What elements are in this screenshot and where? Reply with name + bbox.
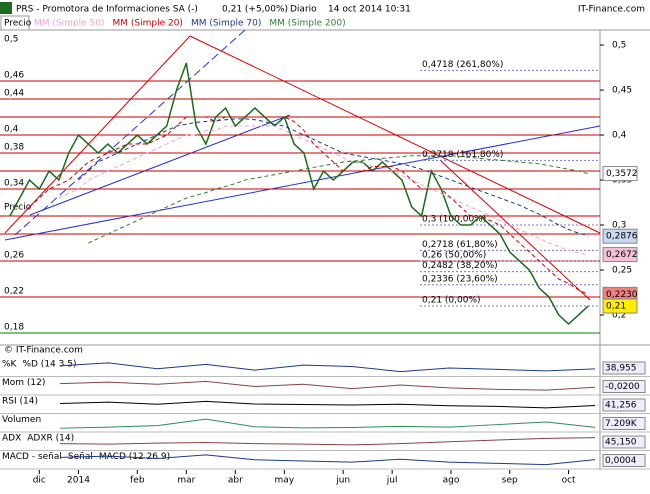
trend-line <box>189 35 601 234</box>
price-label: Precio <box>4 19 32 29</box>
legend-entry: MM (Simple 20) <box>112 19 182 29</box>
trend-line <box>29 114 291 216</box>
panel-value-badge <box>602 454 646 467</box>
legend-entry: MM (Simple 50) <box>34 19 104 29</box>
value-badge <box>602 166 638 182</box>
panel-value: 7.209K <box>605 419 638 429</box>
x-tick-label: mar <box>177 476 195 486</box>
panel-value-badge <box>602 417 646 430</box>
y-tick-label: 0,25 <box>612 266 632 276</box>
x-tick-label: jun <box>335 476 350 486</box>
value-badge-label: 0,2876 <box>606 232 638 242</box>
left-tick-label: 0,26 <box>4 251 24 261</box>
left-tick-label: 0,34 <box>4 179 24 189</box>
fib-label: 0,3718 (161,80%) <box>422 150 503 160</box>
panel-value-badge <box>602 361 646 375</box>
panel-line <box>59 418 596 429</box>
x-tick-label: ago <box>443 476 460 486</box>
x-tick-label: 2014 <box>67 476 90 486</box>
legend-entry: MM (Simple 200) <box>269 19 345 29</box>
moving-average <box>78 118 589 237</box>
left-tick-label: 0,44 <box>4 89 24 99</box>
x-tick-label: dic <box>33 476 46 486</box>
left-tick-label: 0,46 <box>4 71 24 81</box>
value-badge-label: 0,21 <box>606 302 626 312</box>
panel-line <box>59 400 596 409</box>
x-tick-label: feb <box>130 476 145 486</box>
panel-label: Volumen <box>2 415 41 425</box>
panel-value-badge <box>602 435 646 449</box>
fib-label: 0,26 (50,00%) <box>422 251 486 261</box>
panel-label: RSI (14) <box>2 397 38 407</box>
panel-line <box>59 437 596 446</box>
left-tick-label: 0,4 <box>4 125 19 135</box>
panel-value: 38,955 <box>605 364 637 374</box>
trend-line <box>4 35 191 234</box>
fib-label: 0,21 (0,00%) <box>422 296 481 306</box>
fib-label: 0,2718 (61,80%) <box>422 240 498 250</box>
value-badge <box>602 228 638 244</box>
x-tick-label: abr <box>228 476 243 486</box>
y-tick-label: 0,2 <box>612 311 626 321</box>
panel-label: %K <box>2 360 18 370</box>
trend-line <box>4 125 601 241</box>
moving-average <box>88 155 589 244</box>
header-period: Diario <box>290 5 317 15</box>
panel-label: ADXR (14) <box>27 434 74 444</box>
y-tick-label: 0,3 <box>612 221 626 231</box>
panel-value-badge <box>602 398 646 412</box>
fib-label: 0,2336 (23,60%) <box>422 274 498 284</box>
panel-label: MACD - señal <box>2 452 62 462</box>
panel-value-badge <box>602 380 646 393</box>
x-tick-label: may <box>275 476 295 486</box>
x-tick-label: sep <box>502 476 518 486</box>
header-date: 14 oct 2014 10:31 <box>328 5 411 15</box>
trend-line <box>439 159 591 301</box>
panel-label: ADX <box>2 434 21 444</box>
copyright: © IT-Finance.com <box>4 346 83 356</box>
fib-label: 0,2482 (38,20%) <box>422 261 498 271</box>
panel-value: 45,150 <box>605 438 637 448</box>
value-badge <box>602 298 638 314</box>
icon <box>0 2 12 14</box>
value-badge-label: 0,3572 <box>606 169 638 179</box>
panel-line <box>59 454 596 466</box>
value-badge-label: 0,2230 <box>606 290 638 300</box>
panel-label: Mom (12) <box>2 378 45 388</box>
price-line <box>9 62 589 326</box>
left-tick-label: 0,22 <box>4 287 24 297</box>
x-tick-label: oct <box>562 476 576 486</box>
y-tick-label: 0,5 <box>612 41 626 51</box>
y-tick-label: 0,4 <box>612 131 627 141</box>
header-title: PRS - Promotora de Informaciones SA (-) <box>16 5 198 15</box>
trend-line <box>14 29 246 236</box>
panel-value: 41,256 <box>605 401 637 411</box>
x-tick-label: jul <box>386 476 398 486</box>
header-site: IT-Finance.com <box>578 5 645 15</box>
y-tick-label: 0,45 <box>612 86 632 96</box>
panel-value: -0,0200 <box>605 382 640 392</box>
value-badge <box>602 247 638 263</box>
legend-entry: MM (Simple 70) <box>191 19 261 29</box>
value-badge-label: 0,2672 <box>606 250 638 260</box>
panel-label: %D (14 3 5) <box>22 360 76 370</box>
panel-line <box>59 380 596 391</box>
panel-line <box>59 362 596 373</box>
panel-value: 0,0004 <box>605 456 637 466</box>
fib-label: 0,4718 (261,80%) <box>422 60 503 70</box>
header-quote: 0,21 (+5,00%) <box>222 5 288 15</box>
price-label: Precio <box>4 203 32 213</box>
left-tick-label: 0,38 <box>4 143 24 153</box>
left-tick-label: 0,5 <box>4 35 18 45</box>
moving-average <box>58 125 589 256</box>
left-tick-label: 0,18 <box>4 323 24 333</box>
